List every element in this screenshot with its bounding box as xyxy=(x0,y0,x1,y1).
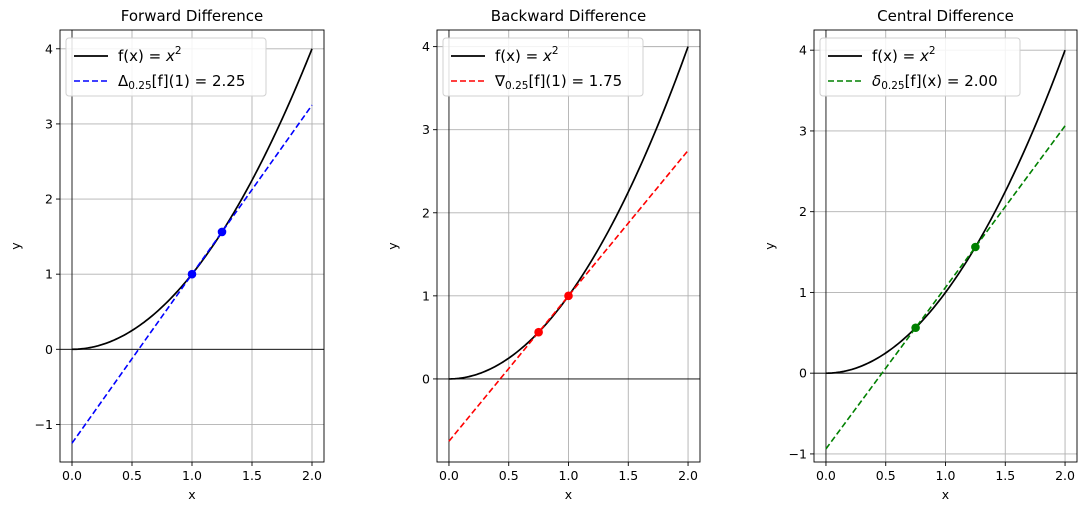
legend-label-difference: Δ0.25[f](1) = 2.25 xyxy=(118,72,245,92)
chart-panel-3: 0.0 0.5 1.0 1.5 2.0 −1 0 1 2 3 4 x y Central Differen… xyxy=(762,7,1078,502)
x-tick-label: 1.0 xyxy=(559,468,579,483)
legend-label-curve: f(x) = x2 xyxy=(118,45,182,65)
x-tick-label: 1.5 xyxy=(995,468,1015,483)
x-tick-label: 2.0 xyxy=(678,468,698,483)
y-tick-label: 0 xyxy=(422,371,430,386)
x-tick-label: 0.5 xyxy=(499,468,519,483)
y-tick-label: 3 xyxy=(799,123,807,138)
x-tick-label: 1.0 xyxy=(182,468,202,483)
legend-frame xyxy=(442,37,644,97)
legend: f(x) = x2 ∇0.25[f](1) = 1.75 xyxy=(442,37,644,97)
x-tick-label: 0.0 xyxy=(439,468,459,483)
legend-label-curve: f(x) = x2 xyxy=(872,45,936,65)
chart-panel-1: 0.0 0.5 1.0 1.5 2.0 −1 0 1 2 3 4 x y Forward Differen… xyxy=(8,7,325,502)
y-tick-label: −1 xyxy=(35,417,53,432)
y-tick-label: 4 xyxy=(799,43,807,58)
x-axis-label: x xyxy=(565,487,572,502)
y-axis-label: y xyxy=(385,242,400,250)
series-curve-line xyxy=(825,49,1066,375)
y-tick-label: 2 xyxy=(45,192,53,207)
x-tick-label: 0.5 xyxy=(876,468,896,483)
y-axis-label: y xyxy=(8,242,23,250)
y-axis-label: y xyxy=(762,242,777,250)
x-tick-label: 1.5 xyxy=(242,468,262,483)
legend-label-difference: ∇0.25[f](1) = 1.75 xyxy=(494,72,622,92)
data-point xyxy=(564,291,573,301)
chart-panel-2: 0.0 0.5 1.0 1.5 2.0 0 1 2 3 4 x y Backward Differenc… xyxy=(385,7,701,502)
legend: f(x) = x2 δ0.25[f](x) = 2.00 xyxy=(819,37,1021,97)
y-tick-label: 4 xyxy=(422,39,430,54)
data-point xyxy=(971,242,980,252)
chart-title: Backward Difference xyxy=(491,7,646,25)
y-tick-label: 4 xyxy=(45,41,53,56)
y-tick-label: 2 xyxy=(799,204,807,219)
plot-area xyxy=(825,49,1066,450)
y-tick-label: 0 xyxy=(799,366,807,381)
plot-area xyxy=(448,46,689,442)
y-tick-label: 1 xyxy=(799,285,807,300)
x-tick-label: 0.0 xyxy=(62,468,82,483)
x-tick-label: 2.0 xyxy=(302,468,322,483)
x-axis-label: x xyxy=(188,487,195,502)
y-tick-label: 2 xyxy=(422,205,430,220)
x-tick-label: 2.0 xyxy=(1055,468,1075,483)
legend-frame xyxy=(65,37,267,97)
legend: f(x) = x2 Δ0.25[f](1) = 2.25 xyxy=(65,37,267,97)
y-tick-label: 3 xyxy=(422,122,430,137)
data-point xyxy=(534,327,543,337)
data-point xyxy=(187,269,197,279)
y-tick-label: 1 xyxy=(45,267,53,282)
legend-label-difference: δ0.25[f](x) = 2.00 xyxy=(872,72,998,92)
x-tick-label: 1.0 xyxy=(936,468,956,483)
legend-frame xyxy=(819,37,1021,97)
x-axis-label: x xyxy=(942,487,949,502)
x-tick-label: 0.5 xyxy=(122,468,142,483)
data-point xyxy=(217,227,227,237)
data-point xyxy=(911,323,920,333)
y-tick-label: 0 xyxy=(45,342,53,357)
chart-title: Central Difference xyxy=(877,7,1014,25)
chart-title: Forward Difference xyxy=(121,7,263,25)
legend-label-curve: f(x) = x2 xyxy=(495,45,559,65)
series-difference-line xyxy=(825,125,1066,450)
x-tick-label: 1.5 xyxy=(618,468,638,483)
y-tick-label: 1 xyxy=(422,288,430,303)
plot-area xyxy=(71,48,313,444)
y-tick-label: 3 xyxy=(45,116,53,131)
y-tick-label: −1 xyxy=(789,446,807,461)
x-tick-label: 0.0 xyxy=(816,468,836,483)
